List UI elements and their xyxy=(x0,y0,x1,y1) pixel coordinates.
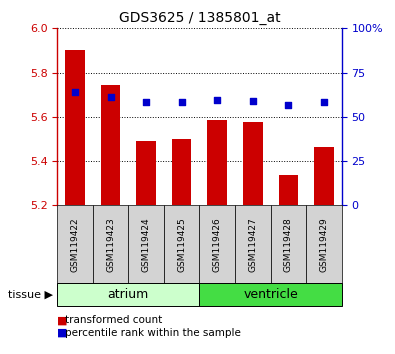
Text: ■: ■ xyxy=(57,315,71,325)
Point xyxy=(107,94,114,100)
Text: GSM119422: GSM119422 xyxy=(71,217,79,272)
Bar xyxy=(207,120,227,205)
Bar xyxy=(172,139,192,205)
Text: atrium: atrium xyxy=(108,288,149,301)
Point xyxy=(285,102,292,108)
Point xyxy=(214,97,220,103)
Point xyxy=(179,99,185,105)
Text: ventricle: ventricle xyxy=(243,288,298,301)
Text: GSM119427: GSM119427 xyxy=(248,217,257,272)
Bar xyxy=(278,176,298,205)
Text: GSM119428: GSM119428 xyxy=(284,217,293,272)
Point xyxy=(321,99,327,105)
Text: GSM119425: GSM119425 xyxy=(177,217,186,272)
Text: GSM119426: GSM119426 xyxy=(213,217,222,272)
Bar xyxy=(65,50,85,205)
Bar xyxy=(243,122,263,205)
Text: GSM119424: GSM119424 xyxy=(142,217,150,272)
Text: GSM119429: GSM119429 xyxy=(320,217,328,272)
Bar xyxy=(136,141,156,205)
Title: GDS3625 / 1385801_at: GDS3625 / 1385801_at xyxy=(118,11,280,24)
Point xyxy=(250,98,256,104)
Point xyxy=(72,90,78,95)
Point xyxy=(143,99,149,105)
Text: ■: ■ xyxy=(57,328,71,338)
Text: GSM119423: GSM119423 xyxy=(106,217,115,272)
Text: percentile rank within the sample: percentile rank within the sample xyxy=(65,328,241,338)
Text: transformed count: transformed count xyxy=(65,315,162,325)
Text: tissue ▶: tissue ▶ xyxy=(8,290,53,300)
Bar xyxy=(314,147,334,205)
Bar xyxy=(101,85,120,205)
